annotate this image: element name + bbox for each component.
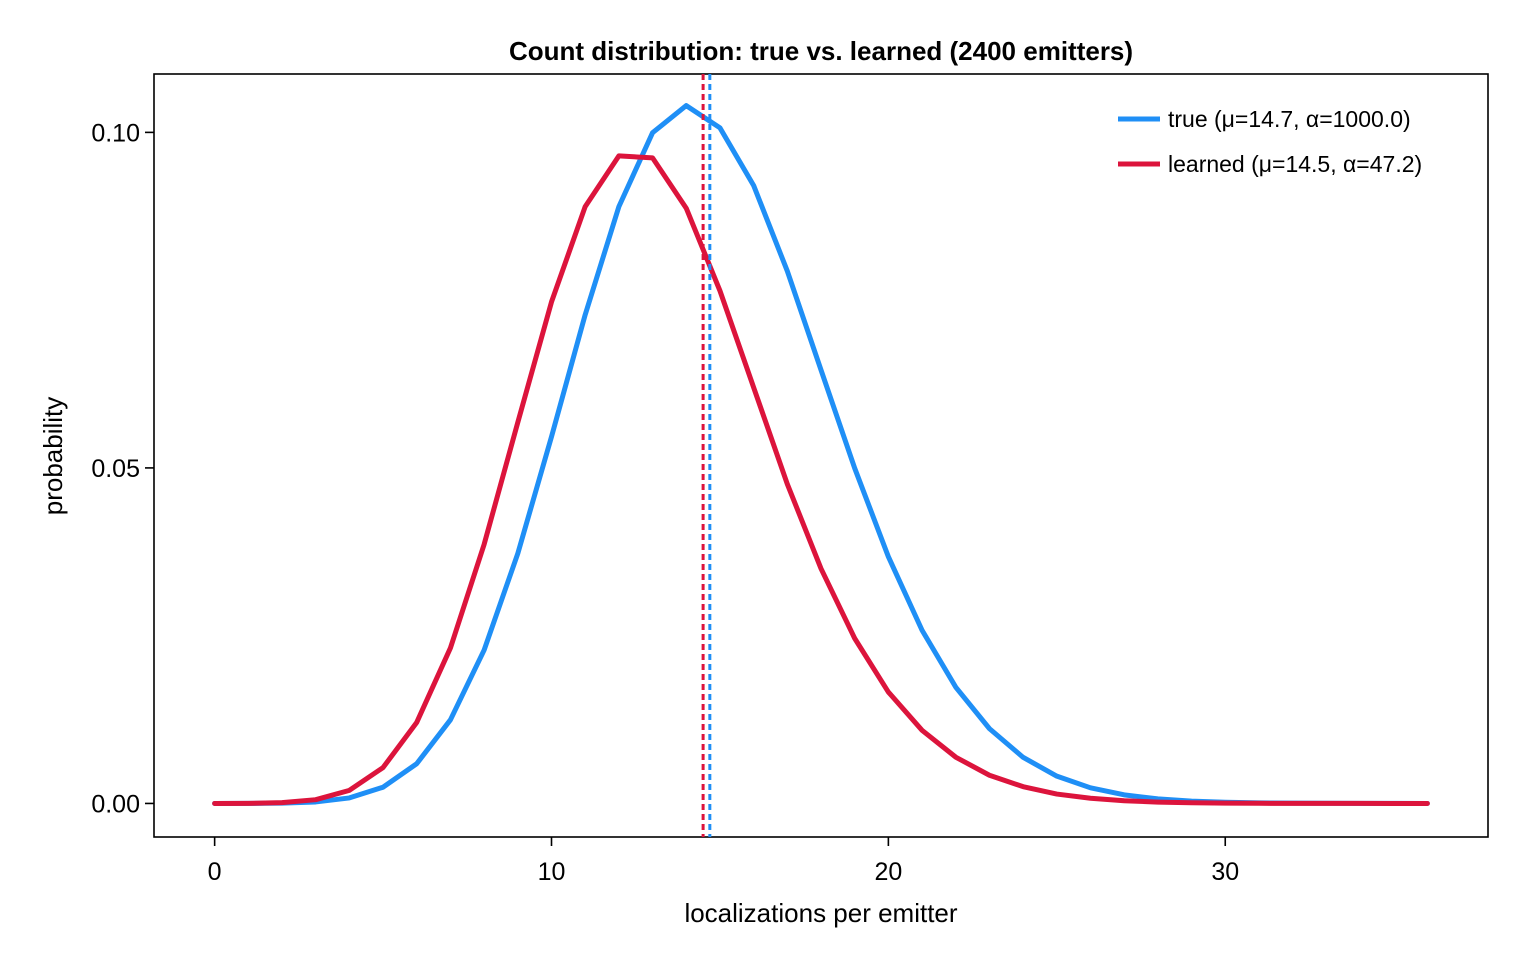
x-axis-label: localizations per emitter (684, 898, 957, 928)
x-axis: 0 10 20 30 (208, 837, 1239, 886)
x-tick-label: 10 (538, 858, 566, 886)
y-tick-label: 0.05 (91, 455, 140, 483)
legend-label-true: true (μ=14.7, α=1000.0) (1168, 106, 1411, 132)
chart-title: Count distribution: true vs. learned (24… (509, 36, 1133, 66)
x-tick-label: 20 (874, 858, 902, 886)
series-layer (212, 103, 1430, 806)
plot-area (153, 73, 1489, 838)
y-axis: 0.00 0.05 0.10 (91, 119, 154, 818)
legend-label-learned: learned (μ=14.5, α=47.2) (1168, 151, 1422, 177)
legend: true (μ=14.7, α=1000.0) learned (μ=14.5, … (1118, 106, 1422, 177)
series-line-learned (212, 153, 1430, 806)
y-tick-label: 0.10 (91, 119, 140, 147)
x-tick-label: 0 (208, 858, 222, 886)
plot-frame (153, 73, 1489, 838)
y-tick-label: 0.00 (91, 790, 140, 818)
mean-lines (701, 74, 712, 837)
x-tick-label: 30 (1211, 858, 1239, 886)
y-axis-label: probability (38, 397, 68, 516)
